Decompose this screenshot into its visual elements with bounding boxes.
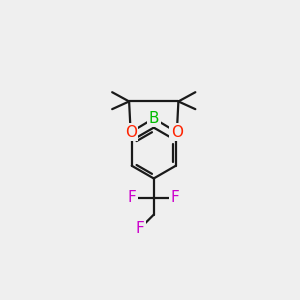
Text: O: O	[171, 125, 183, 140]
Text: F: F	[128, 190, 136, 205]
Text: F: F	[136, 221, 144, 236]
Text: B: B	[148, 111, 159, 126]
Text: O: O	[125, 125, 137, 140]
Text: F: F	[171, 190, 180, 205]
